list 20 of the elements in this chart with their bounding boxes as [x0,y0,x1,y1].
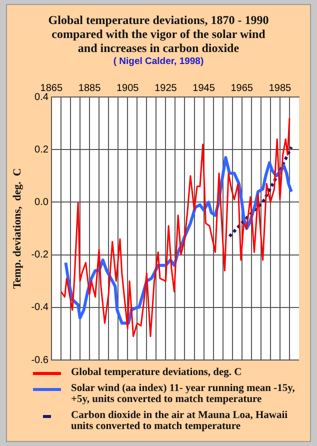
x-tick-label: 1865 [40,82,63,94]
x-tick-label: 1905 [116,82,140,94]
chart-subtitle: ( Nigel Calder, 1998) [112,56,205,67]
y-tick-label: 0.0 [34,196,49,208]
y-tick-label: -0.6 [31,354,49,366]
x-tick-label: 1945 [192,82,216,94]
y-tick-label: -0.2 [31,250,49,261]
x-tick-label: 1985 [268,82,292,94]
y-tick-label: -0.4 [31,302,49,314]
y-axis-title: Temp. deviations, deg. C [11,168,24,289]
y-tick-label: 0.4 [34,92,49,103]
chart-title: Global temperature deviations, 1870 - 1990 compared with the vigor of the solar wind and increases in carbon dioxide [47,13,270,55]
x-tick-label: 1965 [230,82,254,94]
y-tick-label: 0.2 [34,144,49,156]
legend-label: Carbon dioxide in the air at Mauna Loa, Hawaii units converted to match temperature [71,410,289,432]
line-series [228,145,293,238]
x-tick-label: 1885 [78,82,102,94]
x-tick-label: 1925 [154,82,178,94]
legend-label: Solar wind (aa index) 11- year running mean -15y, +5y, units converted to match temperature [71,383,296,405]
legend-label: Global temperature deviations, deg. C [71,367,242,378]
